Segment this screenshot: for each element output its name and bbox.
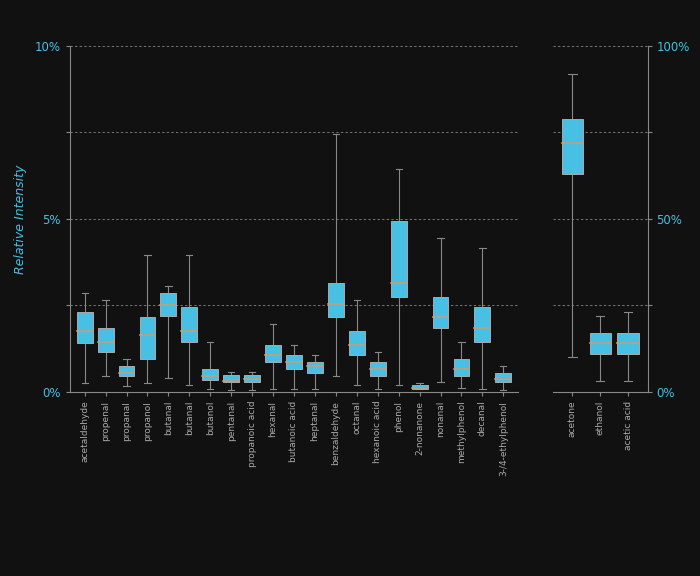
Bar [562,119,583,174]
Bar [391,221,407,297]
Bar [475,307,491,342]
Bar [118,366,134,376]
Y-axis label: Relative Intensity: Relative Intensity [13,164,27,274]
Bar [412,385,428,389]
Bar [286,355,302,369]
Bar [181,307,197,342]
Bar [454,359,470,376]
Bar [328,283,344,317]
Bar [139,317,155,359]
Bar [496,373,511,382]
Bar [202,369,218,380]
Bar [433,297,449,328]
Bar [160,293,176,316]
Bar [97,328,113,352]
Bar [223,375,239,382]
Bar [77,312,92,343]
Bar [617,333,638,354]
Bar [349,331,365,355]
Bar [589,333,611,354]
Bar [265,345,281,362]
Bar [307,362,323,373]
Bar [244,375,260,382]
Bar [370,362,386,376]
